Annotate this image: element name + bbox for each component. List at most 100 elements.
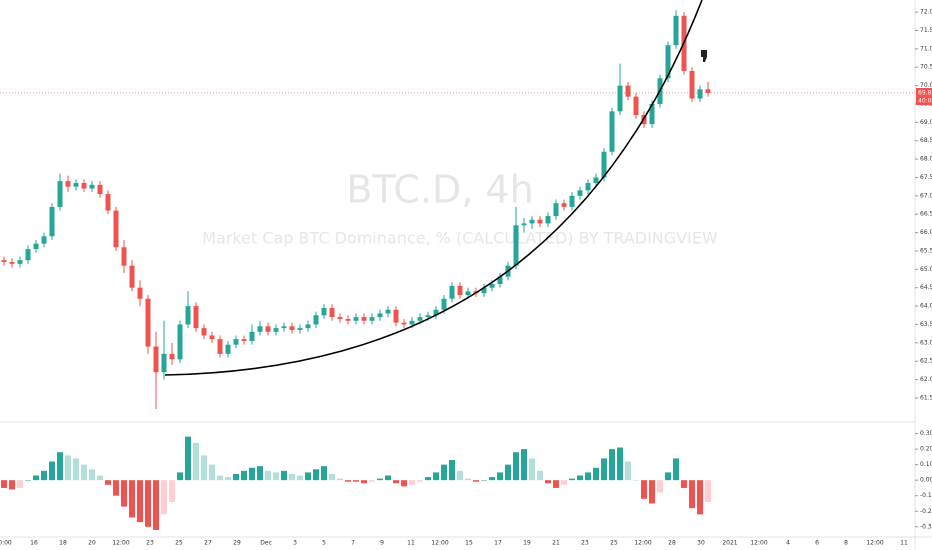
x-tick-label: 30	[697, 540, 705, 547]
histogram-bar	[129, 480, 135, 518]
histogram-bar	[393, 480, 399, 484]
histogram-bar	[145, 480, 151, 527]
histogram-bar	[673, 458, 679, 481]
histogram-bar	[697, 480, 703, 515]
y-tick-label: 70.50	[920, 64, 932, 71]
x-tick-label: 20	[88, 540, 96, 547]
candle-body	[609, 111, 615, 152]
candle-body	[353, 317, 359, 321]
histogram-bar	[633, 480, 639, 481]
candle-body	[225, 344, 231, 354]
histogram-bar	[305, 472, 311, 481]
histogram-bar	[249, 467, 255, 481]
candle-body	[617, 85, 623, 112]
candle-body	[337, 317, 343, 319]
histogram-bar	[217, 475, 223, 481]
candle-body	[545, 216, 551, 224]
histogram-bar	[57, 452, 63, 481]
histogram-bar	[241, 470, 247, 481]
histogram-bar	[41, 470, 47, 481]
histogram-bar	[81, 464, 87, 481]
x-tick-label: 16	[30, 540, 38, 547]
x-tick-label: 15	[465, 540, 473, 547]
candle-body	[481, 287, 487, 294]
x-tick-label: 6	[815, 540, 819, 547]
candle-body	[161, 353, 167, 373]
candle-body	[529, 219, 535, 224]
y-tick-label: 66.00	[920, 229, 932, 236]
candle-body	[273, 328, 279, 332]
histogram-bar	[161, 480, 167, 515]
y-tick-label: -0.30	[920, 523, 932, 530]
histogram-bar	[649, 480, 655, 504]
histogram-bar	[329, 473, 335, 481]
x-tick-label: 12:00	[431, 540, 448, 547]
histogram-bar	[545, 480, 551, 484]
histogram-bar	[441, 464, 447, 481]
histogram-bar	[609, 449, 615, 481]
histogram-bar	[657, 480, 663, 493]
candle-body	[65, 181, 71, 187]
candle-body	[177, 324, 183, 360]
y-tick-label: 71.50	[920, 27, 932, 34]
histogram-bar	[169, 480, 175, 502]
histogram-bar	[137, 480, 143, 523]
histogram-bar	[369, 480, 375, 482]
last-price-label: 69.80	[918, 89, 932, 96]
candle-body	[393, 309, 399, 323]
candle-body	[593, 177, 599, 183]
candle-body	[281, 326, 287, 329]
candle-body	[297, 328, 303, 330]
candle-body	[57, 181, 63, 207]
candle-body	[561, 203, 567, 207]
x-tick-label: 25	[175, 540, 183, 547]
candle-body	[457, 285, 463, 296]
y-tick-label: 70.00	[920, 82, 932, 89]
candle-body	[129, 265, 135, 288]
y-tick-label: 72.00	[920, 9, 932, 16]
y-tick-label: 0.20	[920, 446, 932, 453]
candle-body	[345, 318, 351, 321]
histogram-bar	[353, 480, 359, 482]
histogram-bar	[457, 470, 463, 481]
histogram-bar	[105, 480, 111, 485]
histogram-bar	[489, 477, 495, 481]
y-tick-label: 61.50	[920, 394, 932, 401]
histogram-bar	[449, 459, 455, 481]
histogram-bar	[193, 442, 199, 481]
histogram-bar	[17, 480, 23, 488]
histogram-bar	[337, 478, 343, 481]
candle-body	[465, 291, 471, 296]
countdown-label: 40:00	[918, 97, 932, 104]
histogram-bar	[273, 472, 279, 481]
x-tick-label: 23	[581, 540, 589, 547]
candle-body	[689, 70, 695, 99]
histogram-bar	[89, 469, 95, 481]
histogram-bar	[473, 480, 479, 482]
histogram-bar	[289, 473, 295, 481]
y-tick-label: 67.50	[920, 174, 932, 181]
candle-body	[97, 184, 103, 195]
histogram-bar	[33, 475, 39, 481]
candle-body	[361, 317, 367, 321]
candle-body	[265, 326, 271, 332]
candle-body	[521, 223, 527, 226]
x-tick-label: 28	[668, 540, 676, 547]
histogram-bar	[433, 472, 439, 481]
histogram-bar	[209, 464, 215, 481]
histogram-bar	[345, 480, 351, 482]
y-tick-label: 62.50	[920, 358, 932, 365]
candle-body	[153, 346, 159, 373]
candle-body	[249, 331, 255, 341]
trend-curve	[164, 0, 703, 376]
histogram-bar	[153, 480, 159, 530]
histogram-bar	[225, 477, 231, 481]
candle-body	[217, 339, 223, 354]
candle-body	[289, 326, 295, 330]
candle-body	[193, 306, 199, 329]
candle-body	[377, 313, 383, 318]
candle-body	[121, 247, 127, 266]
x-tick-label: 7	[351, 540, 355, 547]
histogram-bar	[593, 467, 599, 481]
histogram-bar	[1, 480, 7, 488]
